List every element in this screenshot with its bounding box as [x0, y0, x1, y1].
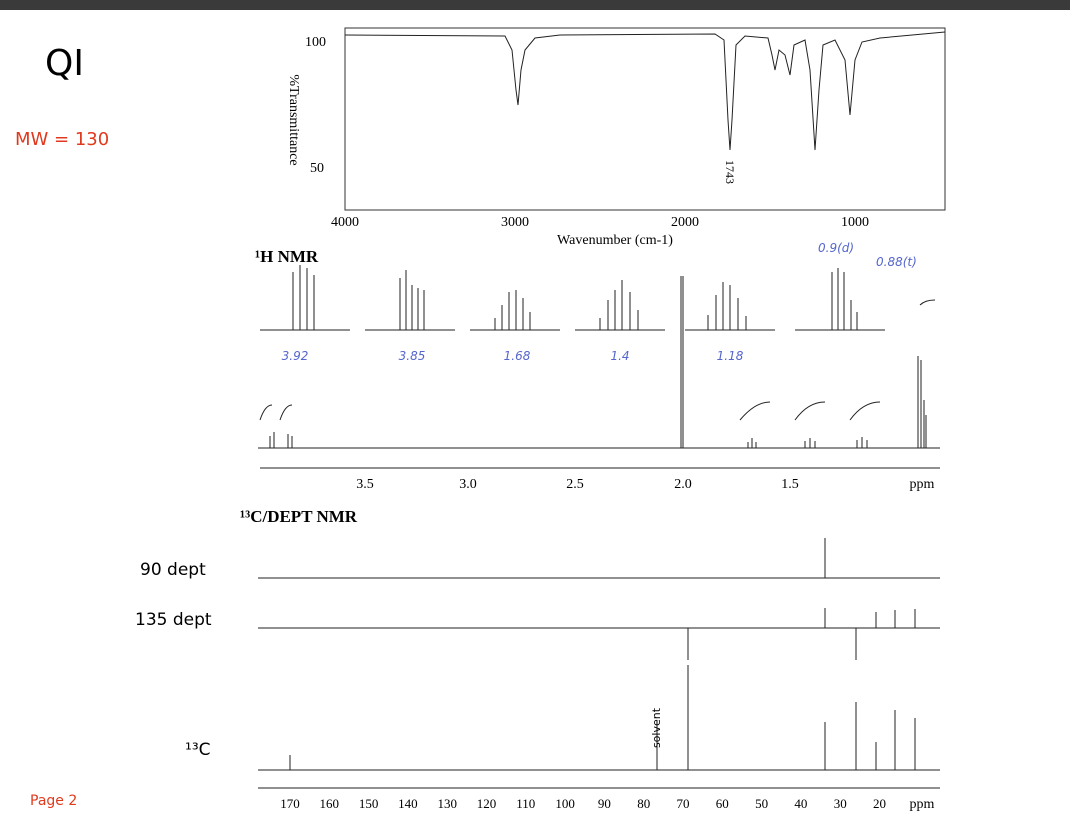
h-xtick: 2.0: [674, 477, 692, 492]
note: 0.9(d): [818, 241, 854, 255]
ir-ytick: 100: [305, 35, 326, 50]
solvent-label: solvent: [650, 707, 663, 748]
inset-label: 3.85: [399, 349, 426, 363]
c-xtick: 100: [555, 796, 575, 811]
h-xtick: 1.5: [781, 477, 799, 492]
h-xtick: 3.5: [356, 477, 374, 492]
c-xtick: 50: [755, 796, 768, 811]
inset-label: 3.92: [282, 349, 309, 363]
c-xtick: 30: [834, 796, 847, 811]
h-nmr-title: ¹H NMR: [255, 247, 319, 266]
h-nmr: ¹H NMR 3.92 3.85 1.68 1.4 1.18 0.9(d) 0.…: [255, 241, 940, 492]
inset-label: 1.4: [610, 349, 629, 363]
row-label: 90 dept: [140, 560, 206, 580]
c-xtick: 110: [516, 796, 535, 811]
c-xtick: 140: [398, 796, 418, 811]
ir-ytick: 50: [310, 161, 324, 176]
c-nmr: ¹³C/DEPT NMR 90 dept 135 dept ¹³C solven…: [135, 507, 940, 812]
c-xtick: 70: [677, 796, 690, 811]
ir-xtick: 4000: [331, 215, 359, 230]
c-xtick: 40: [794, 796, 807, 811]
c-xtick: 160: [320, 796, 340, 811]
ir-annotation: 1743: [723, 160, 737, 184]
inset-label: 1.18: [717, 349, 744, 363]
ir-xtick: 1000: [841, 215, 869, 230]
c-xtick: 170: [280, 796, 300, 811]
inset-label: 1.68: [504, 349, 531, 363]
c-xtick: 150: [359, 796, 379, 811]
c-xtick: 80: [637, 796, 650, 811]
c-xtick: 90: [598, 796, 611, 811]
c-unit: ppm: [910, 797, 935, 812]
c-xtick: 130: [437, 796, 457, 811]
ir-xtick: 2000: [671, 215, 699, 230]
h-xtick: 3.0: [459, 477, 477, 492]
note: 0.88(t): [876, 255, 917, 269]
c-xtick: 120: [477, 796, 497, 811]
ir-xtick: 3000: [501, 215, 529, 230]
row-label: ¹³C: [185, 740, 211, 760]
h-xtick: 2.5: [566, 477, 584, 492]
top-bar: [0, 0, 1070, 10]
page-number: Page 2: [30, 793, 77, 809]
row-label: 135 dept: [135, 610, 212, 630]
h-unit: ppm: [910, 477, 935, 492]
ir-ylabel: %Transmittance: [286, 74, 301, 165]
ir-spectrum: %Transmittance 100 50 4000 3000 2000 100…: [286, 27, 946, 248]
c-nmr-title: ¹³C/DEPT NMR: [240, 507, 358, 526]
title: QI: [45, 43, 84, 84]
mw: MW = 130: [15, 129, 109, 150]
ir-xlabel: Wavenumber (cm-1): [557, 233, 673, 248]
c-xticks: 170 160 150 140 130 120 110 100 90 80 70 60 50 40 30 20: [280, 796, 886, 811]
c-xtick: 20: [873, 796, 886, 811]
c-xtick: 60: [716, 796, 729, 811]
